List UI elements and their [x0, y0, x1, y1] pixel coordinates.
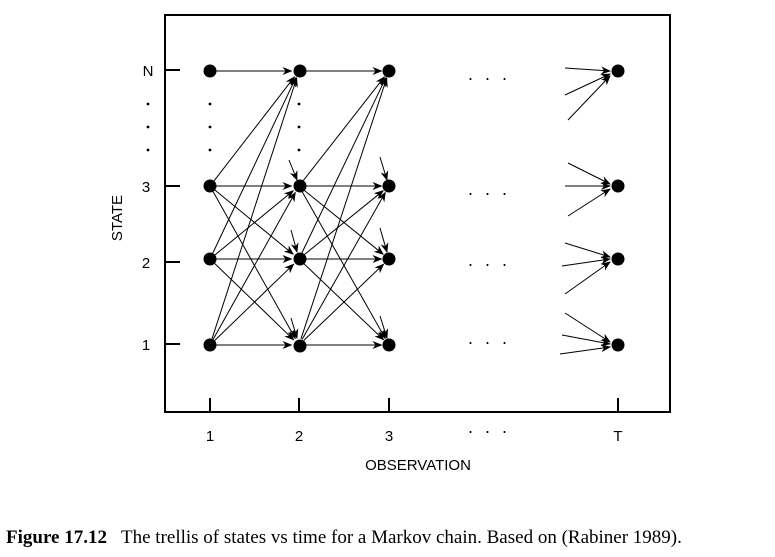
gap-ellipsis-n: · · ·	[468, 68, 511, 88]
state-node	[382, 64, 396, 78]
state-node	[382, 179, 396, 193]
transition-arrow	[212, 76, 297, 254]
x-axis-title: OBSERVATION	[365, 457, 471, 474]
y-axis-vertical-dots	[146, 102, 150, 152]
transition-arrow	[214, 190, 294, 256]
y-axis-title: STATE	[109, 195, 126, 241]
state-node	[203, 252, 217, 266]
incoming-stub-arrow	[379, 227, 389, 253]
state-node	[611, 252, 625, 266]
transition-arrow	[303, 189, 384, 255]
partial-arrows	[288, 66, 611, 355]
transition-arrow	[214, 263, 295, 341]
incoming-stub-arrow	[559, 344, 611, 355]
transition-arrow	[211, 77, 298, 339]
incoming-stub-arrow	[290, 317, 299, 339]
node-column-vertical-dots	[208, 102, 301, 152]
figure-caption: Figure 17.12 The trellis of states vs tim…	[6, 527, 771, 549]
incoming-stub-arrow	[567, 162, 611, 185]
state-nodes	[203, 64, 625, 353]
y-tick-label-1: 1	[142, 337, 150, 354]
state-node	[611, 64, 625, 78]
figure-label: Figure 17.12	[6, 527, 107, 548]
gap-ellipsis-3: · · ·	[468, 183, 511, 203]
state-node	[611, 179, 625, 193]
incoming-stub-arrow	[564, 312, 611, 343]
state-node	[293, 179, 307, 193]
gap-ellipsis-1: · · ·	[468, 332, 511, 352]
state-node	[203, 179, 217, 193]
transition-arrows	[211, 67, 388, 349]
transition-arrow	[302, 76, 386, 182]
state-node	[293, 252, 307, 266]
x-tick-ellipsis: · · ·	[468, 421, 511, 441]
incoming-stub-arrow	[561, 334, 611, 347]
incoming-stub-arrow	[567, 75, 611, 121]
gap-ellipsis-2: · · ·	[468, 254, 511, 274]
transition-arrow	[300, 77, 388, 339]
incoming-stub-arrow	[564, 261, 611, 295]
transition-arrow	[301, 191, 386, 340]
transition-arrow	[303, 263, 385, 341]
transition-arrow	[301, 76, 387, 254]
x-tick-label-2: 2	[295, 428, 303, 445]
figure-caption-text: The trellis of states vs time for a Mark…	[120, 527, 682, 548]
incoming-stub-arrow	[564, 242, 611, 259]
state-node	[203, 64, 217, 78]
transition-arrow	[212, 191, 296, 340]
y-tick-label-3: 3	[142, 179, 150, 196]
incoming-stub-arrow	[288, 159, 298, 181]
incoming-stub-arrow	[564, 66, 611, 75]
y-tick-label-n: N	[143, 63, 154, 80]
x-tick-label-3: 3	[385, 428, 393, 445]
incoming-stub-arrow	[561, 256, 611, 267]
y-axis-ticks	[165, 69, 180, 345]
state-node	[203, 338, 217, 352]
incoming-stub-arrow	[379, 156, 389, 181]
incoming-stub-arrow	[567, 188, 611, 217]
x-axis-ticks	[209, 398, 619, 412]
incoming-stub-arrow	[379, 315, 389, 339]
x-tick-label-1: 1	[206, 428, 214, 445]
state-node	[611, 338, 625, 352]
y-tick-label-2: 2	[142, 255, 150, 272]
plot-frame	[164, 14, 671, 413]
transition-arrow	[214, 189, 294, 255]
state-node	[382, 338, 396, 352]
state-node	[293, 64, 307, 78]
transition-arrow	[213, 76, 296, 182]
state-node	[382, 252, 396, 266]
transition-arrow	[303, 263, 385, 341]
transition-arrow	[214, 263, 295, 341]
x-tick-label-t: T	[613, 428, 622, 445]
state-node	[293, 339, 307, 353]
incoming-stub-arrow	[564, 73, 611, 96]
incoming-stub-arrow	[290, 229, 299, 253]
